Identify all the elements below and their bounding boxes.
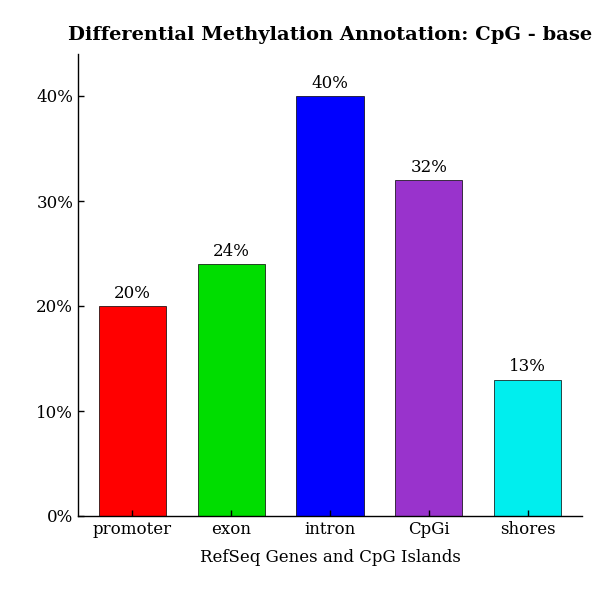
Text: 40%: 40% — [311, 75, 349, 92]
Bar — [296, 96, 364, 516]
Text: 20%: 20% — [114, 285, 151, 302]
Bar — [99, 306, 166, 516]
Bar — [494, 379, 561, 516]
Text: 13%: 13% — [509, 358, 546, 376]
Bar — [395, 180, 463, 516]
X-axis label: RefSeq Genes and CpG Islands: RefSeq Genes and CpG Islands — [200, 549, 460, 566]
Text: 24%: 24% — [213, 243, 250, 260]
Text: 32%: 32% — [410, 159, 447, 176]
Title: Differential Methylation Annotation: CpG - base: Differential Methylation Annotation: CpG… — [68, 26, 592, 44]
Bar — [197, 264, 265, 516]
